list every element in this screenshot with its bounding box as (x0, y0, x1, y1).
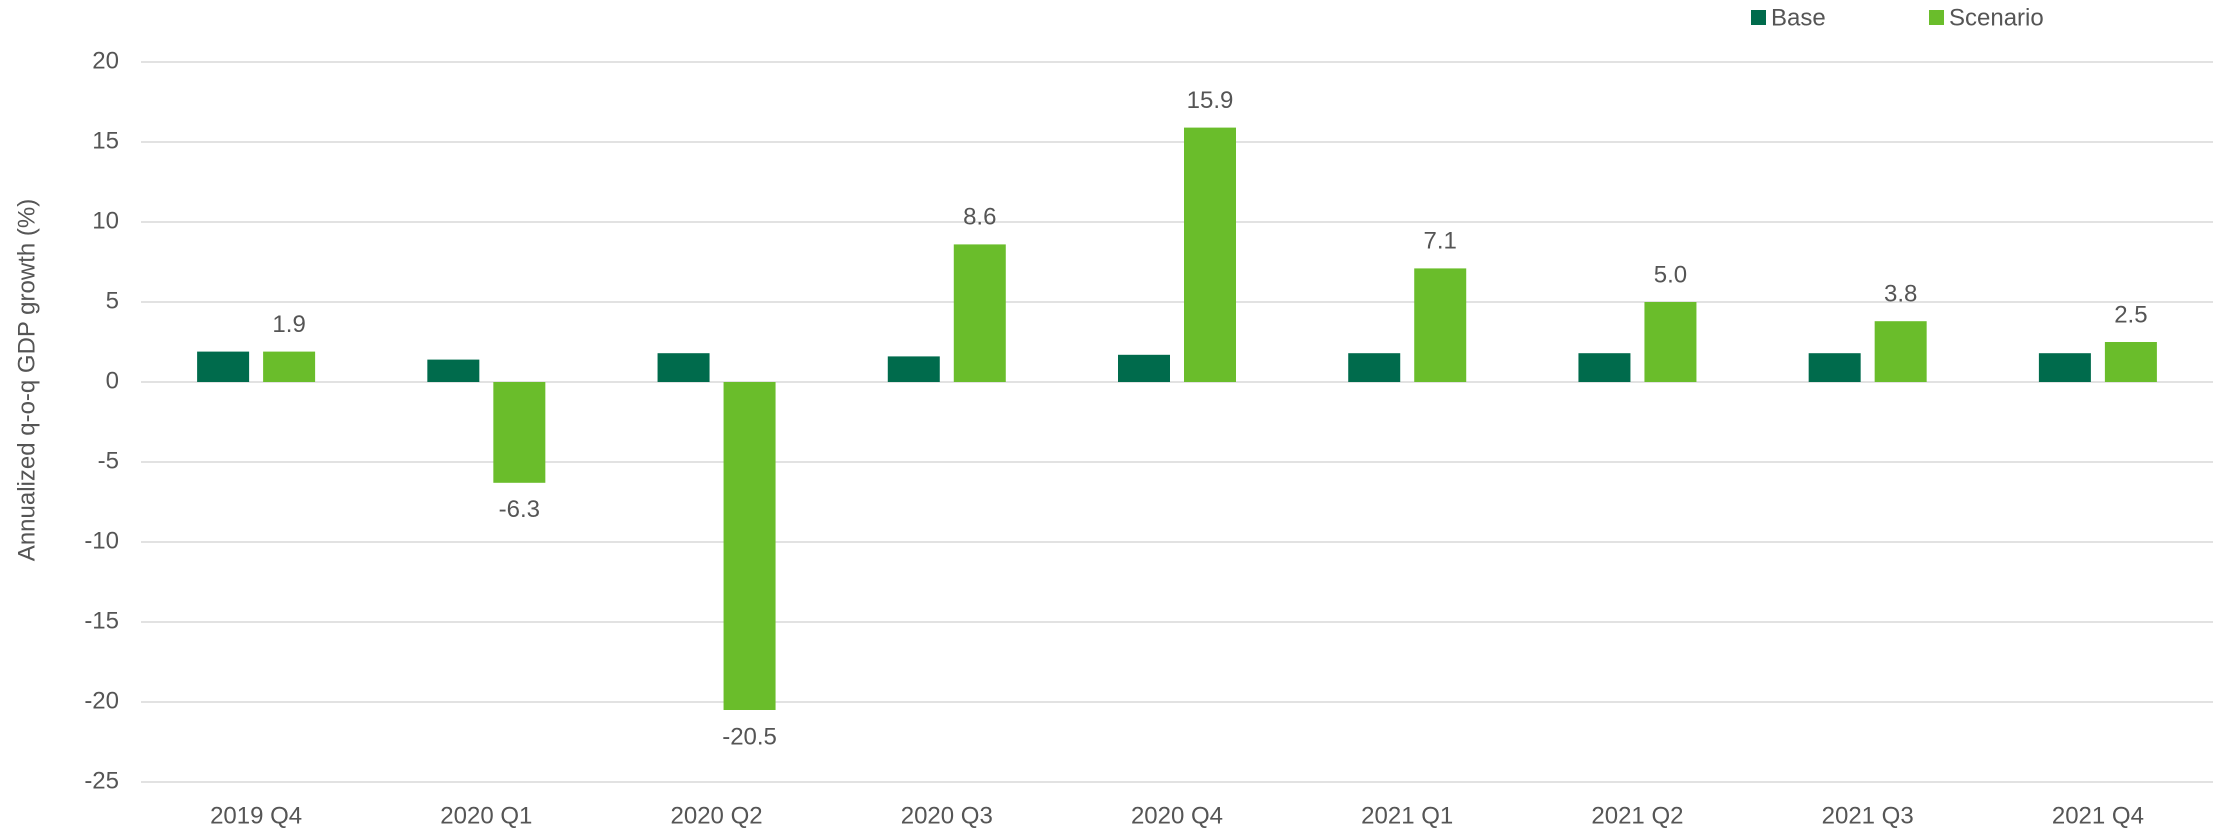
legend-label: Base (1771, 4, 1826, 31)
bar (1578, 353, 1631, 382)
y-tick-label: -20 (84, 687, 119, 714)
legend-label: Scenario (1949, 4, 2044, 31)
data-label: 15.9 (1187, 87, 1234, 114)
bar (1348, 353, 1401, 382)
x-tick-label: 2020 Q2 (671, 802, 763, 829)
y-axis-label: Annualized q-o-q GDP growth (%) (13, 199, 40, 561)
bar (1644, 302, 1697, 382)
bar (1414, 268, 1467, 382)
x-tick-label: 2021 Q1 (1361, 802, 1453, 829)
bar (1874, 321, 1927, 382)
x-tick-label: 2020 Q4 (1131, 802, 1223, 829)
x-tick-label: 2020 Q1 (440, 802, 532, 829)
x-tick-label: 2020 Q3 (901, 802, 993, 829)
data-label: 7.1 (1424, 228, 1457, 255)
data-label: 1.9 (272, 311, 305, 338)
bar (493, 382, 546, 483)
x-tick-label: 2021 Q2 (1591, 802, 1683, 829)
bar (887, 356, 940, 382)
bar (263, 351, 316, 382)
bar (953, 244, 1006, 382)
legend-swatch (1751, 10, 1766, 25)
data-label: -20.5 (722, 723, 777, 750)
bar (197, 351, 250, 382)
data-label: 2.5 (2114, 301, 2147, 328)
data-label: 3.8 (1884, 281, 1917, 308)
y-tick-label: 5 (106, 287, 119, 314)
y-tick-label: -25 (84, 767, 119, 794)
bar (2038, 353, 2091, 382)
data-label: 8.6 (963, 204, 996, 231)
x-tick-label: 2021 Q3 (1822, 802, 1914, 829)
y-tick-label: 0 (106, 367, 119, 394)
legend-swatch (1929, 10, 1944, 25)
y-tick-label: -5 (98, 447, 119, 474)
x-tick-label: 2019 Q4 (210, 802, 302, 829)
y-tick-label: -10 (84, 527, 119, 554)
bar (427, 359, 480, 382)
bar (2104, 342, 2157, 382)
bar (1118, 354, 1170, 382)
bar (657, 353, 710, 382)
x-tick-label: 2021 Q4 (2052, 802, 2144, 829)
data-label: -6.3 (499, 496, 540, 523)
y-tick-label: -15 (84, 607, 119, 634)
data-label: 5.0 (1654, 261, 1687, 288)
y-tick-label: 20 (92, 47, 119, 74)
bar (1184, 127, 1236, 382)
bar (723, 382, 776, 710)
y-tick-label: 10 (92, 207, 119, 234)
y-tick-label: 15 (92, 127, 119, 154)
bar (1808, 353, 1861, 382)
